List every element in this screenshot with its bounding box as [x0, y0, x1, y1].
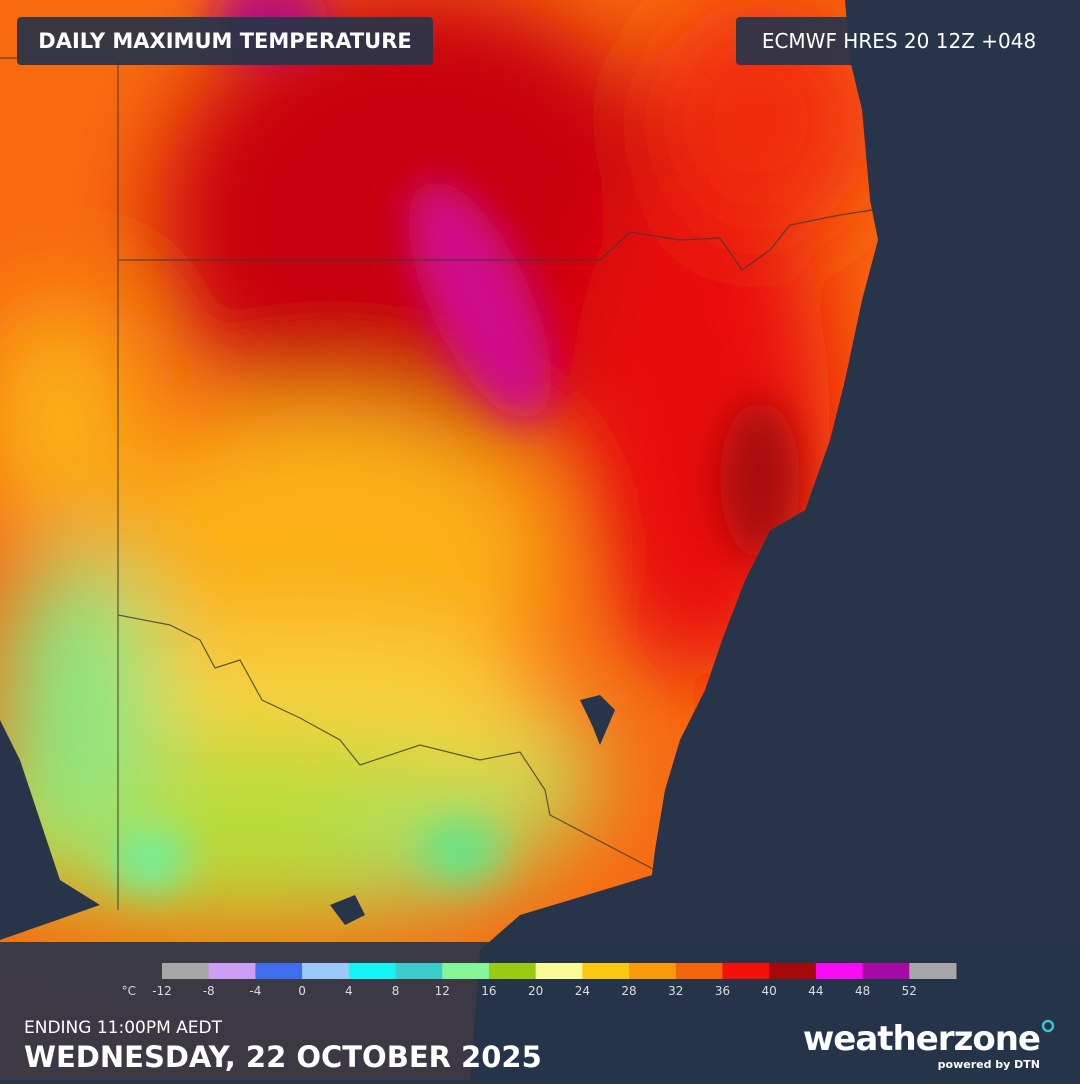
legend-tick-label: 44	[808, 984, 823, 998]
logo-dot	[1041, 1019, 1055, 1033]
legend-tick-label: 28	[621, 984, 636, 998]
legend-swatch	[862, 963, 910, 979]
legend-swatch	[302, 963, 350, 979]
legend-tick-label: 0	[298, 984, 306, 998]
legend-swatch	[488, 963, 537, 979]
legend-swatch	[909, 963, 957, 979]
legend-tick-label: 12	[435, 984, 450, 998]
legend-swatch	[162, 963, 210, 979]
model-run: ECMWF HRES 20 12Z +048	[762, 29, 1036, 53]
title-box	[17, 17, 433, 65]
title: DAILY MAXIMUM TEMPERATURE	[38, 29, 411, 53]
model-box	[736, 17, 1063, 65]
date: WEDNESDAY, 22 OCTOBER 2025	[24, 1040, 542, 1074]
legend-tick-label: 32	[668, 984, 683, 998]
legend-swatch	[629, 963, 677, 979]
legend-tick-label: 52	[902, 984, 917, 998]
legend-swatch	[722, 963, 770, 979]
legend-swatch	[348, 963, 397, 979]
legend-tick-label: 8	[392, 984, 400, 998]
legend-tick-label: -12	[152, 984, 172, 998]
legend-swatch	[255, 963, 303, 979]
logo-tagline: powered by DTN	[938, 1058, 1040, 1071]
legend-swatch	[442, 963, 490, 979]
legend-tick-label: 4	[345, 984, 353, 998]
legend-swatch	[675, 963, 723, 979]
legend-swatch	[582, 963, 630, 979]
ending-time: ENDING 11:00PM AEDT	[24, 1018, 223, 1038]
legend-swatch	[769, 963, 817, 979]
legend-tick-label: -8	[203, 984, 215, 998]
legend-swatch	[208, 963, 256, 979]
legend: °C -12 -8 -4 0 4 8 12 16 20 24 28 32 36 40 44 48 52	[122, 963, 957, 998]
legend-tick-label: 40	[762, 984, 777, 998]
legend-unit: °C	[122, 984, 136, 998]
bay	[330, 695, 615, 925]
legend-tick-label: 20	[528, 984, 543, 998]
legend-tick-label: -4	[249, 984, 261, 998]
legend-tick-label: 16	[481, 984, 496, 998]
legend-swatch	[815, 963, 864, 979]
logo: weatherzone	[803, 1019, 1040, 1059]
legend-swatch	[395, 963, 443, 979]
legend-tick-label: 48	[855, 984, 870, 998]
legend-swatch	[535, 963, 583, 979]
legend-tick-label: 36	[715, 984, 730, 998]
legend-tick-label: 24	[575, 984, 590, 998]
